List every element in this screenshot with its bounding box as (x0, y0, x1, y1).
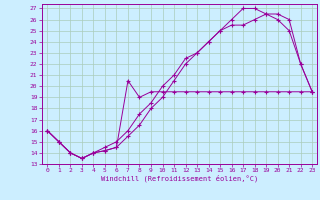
X-axis label: Windchill (Refroidissement éolien,°C): Windchill (Refroidissement éolien,°C) (100, 175, 258, 182)
